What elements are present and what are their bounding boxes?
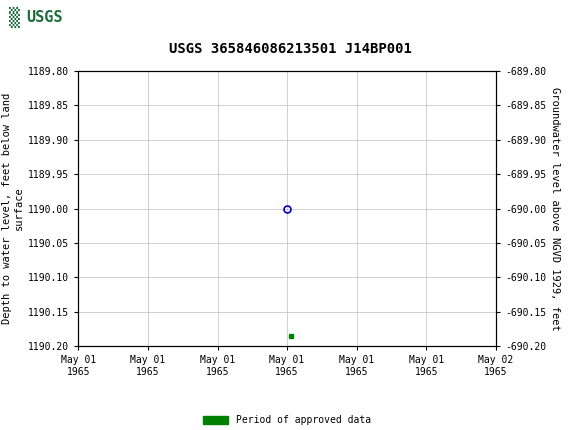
Legend: Period of approved data: Period of approved data	[200, 412, 375, 429]
Text: USGS 365846086213501 J14BP001: USGS 365846086213501 J14BP001	[169, 43, 411, 56]
Y-axis label: Depth to water level, feet below land
surface: Depth to water level, feet below land su…	[2, 93, 24, 324]
Y-axis label: Groundwater level above NGVD 1929, feet: Groundwater level above NGVD 1929, feet	[550, 87, 560, 330]
Text: USGS: USGS	[26, 10, 63, 25]
FancyBboxPatch shape	[6, 3, 64, 34]
Text: ▒: ▒	[9, 7, 20, 28]
